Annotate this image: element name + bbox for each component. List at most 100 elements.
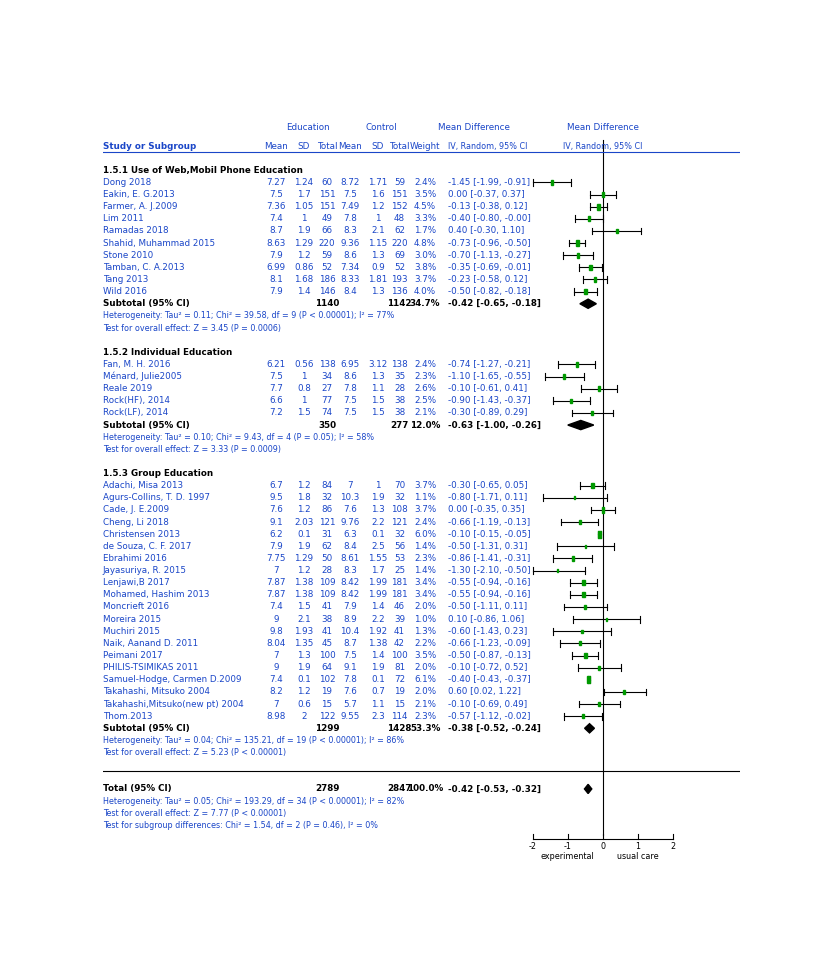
Text: 7.34: 7.34 <box>340 262 359 272</box>
Text: 1.35: 1.35 <box>294 639 314 648</box>
Text: 19: 19 <box>394 687 405 696</box>
Text: 7: 7 <box>273 651 279 660</box>
Text: 8.98: 8.98 <box>266 712 286 720</box>
Text: 8.1: 8.1 <box>269 275 283 284</box>
Text: 49: 49 <box>321 215 332 224</box>
Text: 45: 45 <box>321 639 333 648</box>
Bar <box>598 666 600 670</box>
Text: Agurs-Collins, T. D. 1997: Agurs-Collins, T. D. 1997 <box>103 494 210 503</box>
Text: 28: 28 <box>321 566 333 575</box>
Bar <box>581 630 583 633</box>
Text: Stone 2010: Stone 2010 <box>103 251 153 260</box>
Text: Fan, M. H. 2016: Fan, M. H. 2016 <box>103 360 170 369</box>
Text: 1142: 1142 <box>387 299 412 308</box>
Text: 74: 74 <box>321 408 333 417</box>
Text: Ménard, Julie2005: Ménard, Julie2005 <box>103 371 182 381</box>
Text: 1.2: 1.2 <box>298 251 311 260</box>
Text: 121: 121 <box>391 517 408 527</box>
Text: 1.99: 1.99 <box>368 578 387 587</box>
Text: 2.5%: 2.5% <box>414 397 436 405</box>
Bar <box>582 580 584 585</box>
Text: 100.0%: 100.0% <box>407 784 443 793</box>
Text: 2: 2 <box>302 712 307 720</box>
Text: Tamban, C. A.2013: Tamban, C. A.2013 <box>103 262 184 272</box>
Text: Education: Education <box>286 123 330 132</box>
Text: 8.63: 8.63 <box>266 238 286 248</box>
Text: 1.5.1 Use of Web,Mobil Phone Education: 1.5.1 Use of Web,Mobil Phone Education <box>103 166 302 175</box>
Bar <box>589 264 592 270</box>
Text: 1299: 1299 <box>315 724 339 733</box>
Text: 1.29: 1.29 <box>294 238 314 248</box>
Text: 350: 350 <box>318 421 336 430</box>
Text: Reale 2019: Reale 2019 <box>103 384 152 393</box>
Text: 7.5: 7.5 <box>343 397 357 405</box>
Text: 3.3%: 3.3% <box>414 215 436 224</box>
Text: Mean Difference: Mean Difference <box>437 123 510 132</box>
Bar <box>572 556 574 561</box>
Text: 1.2: 1.2 <box>372 202 385 211</box>
Text: Ramadas 2018: Ramadas 2018 <box>103 226 169 235</box>
Text: 8.42: 8.42 <box>340 590 359 600</box>
Text: -0.23 [-0.58, 0.12]: -0.23 [-0.58, 0.12] <box>448 275 528 284</box>
Text: 114: 114 <box>391 712 408 720</box>
Bar <box>556 569 558 573</box>
Bar <box>587 677 590 683</box>
Polygon shape <box>580 299 596 308</box>
Text: 9.8: 9.8 <box>269 627 283 636</box>
Bar <box>584 289 587 295</box>
Text: Farmer, A. J.2009: Farmer, A. J.2009 <box>103 202 178 211</box>
Text: 1.5.3 Group Education: 1.5.3 Group Education <box>103 469 213 478</box>
Text: 72: 72 <box>394 676 405 684</box>
Text: 1.29: 1.29 <box>294 554 314 563</box>
Text: 15: 15 <box>321 700 333 709</box>
Text: 1.71: 1.71 <box>368 178 388 187</box>
Text: Moncrieft 2016: Moncrieft 2016 <box>103 603 169 611</box>
Text: 2.1: 2.1 <box>298 614 311 624</box>
Text: Eakin, E. G.2013: Eakin, E. G.2013 <box>103 191 174 199</box>
Text: 2.5: 2.5 <box>371 541 385 551</box>
Text: 1.99: 1.99 <box>368 590 387 600</box>
Text: -0.40 [-0.43, -0.37]: -0.40 [-0.43, -0.37] <box>448 676 531 684</box>
Text: Lenjawi,B 2017: Lenjawi,B 2017 <box>103 578 169 587</box>
Text: 32: 32 <box>321 494 333 503</box>
Text: 1.2: 1.2 <box>298 687 311 696</box>
Text: 1.93: 1.93 <box>294 627 314 636</box>
Text: 59: 59 <box>394 178 405 187</box>
Text: 1.0%: 1.0% <box>414 614 436 624</box>
Text: 34: 34 <box>321 372 333 381</box>
Text: 1.38: 1.38 <box>294 590 314 600</box>
Text: 15: 15 <box>394 700 405 709</box>
Text: 6.2: 6.2 <box>270 530 283 538</box>
Text: 0.1: 0.1 <box>298 676 311 684</box>
Polygon shape <box>568 421 593 430</box>
Bar <box>588 217 590 222</box>
Text: -0.42 [-0.65, -0.18]: -0.42 [-0.65, -0.18] <box>448 299 541 308</box>
Text: -0.66 [-1.19, -0.13]: -0.66 [-1.19, -0.13] <box>448 517 530 527</box>
Text: 70: 70 <box>394 481 405 490</box>
Bar <box>602 507 604 512</box>
Text: 69: 69 <box>394 251 405 260</box>
Text: -0.55 [-0.94, -0.16]: -0.55 [-0.94, -0.16] <box>448 578 530 587</box>
Text: 9.1: 9.1 <box>343 663 357 673</box>
Text: 8.2: 8.2 <box>269 687 283 696</box>
Text: 38: 38 <box>394 397 405 405</box>
Text: Test for overall effect: Z = 3.33 (P = 0.0009): Test for overall effect: Z = 3.33 (P = 0… <box>103 445 281 454</box>
Text: -0.60 [-1.43, 0.23]: -0.60 [-1.43, 0.23] <box>448 627 528 636</box>
Text: 1.2: 1.2 <box>298 481 311 490</box>
Text: 3.7%: 3.7% <box>414 481 436 490</box>
Text: 1428: 1428 <box>387 724 412 733</box>
Text: 8.33: 8.33 <box>340 275 360 284</box>
Text: 2.2: 2.2 <box>372 614 385 624</box>
Text: 77: 77 <box>321 397 333 405</box>
Text: Rock(LF), 2014: Rock(LF), 2014 <box>103 408 168 417</box>
Text: 4.5%: 4.5% <box>414 202 436 211</box>
Text: 2.1%: 2.1% <box>414 700 436 709</box>
Text: experimental: experimental <box>541 852 594 861</box>
Bar <box>598 702 600 706</box>
Text: 1.38: 1.38 <box>294 578 314 587</box>
Text: Ebrahimi 2016: Ebrahimi 2016 <box>103 554 167 563</box>
Text: 0.7: 0.7 <box>371 687 385 696</box>
Text: 152: 152 <box>391 202 408 211</box>
Text: -1.30 [-2.10, -0.50]: -1.30 [-2.10, -0.50] <box>448 566 531 575</box>
Text: 2.03: 2.03 <box>294 517 314 527</box>
